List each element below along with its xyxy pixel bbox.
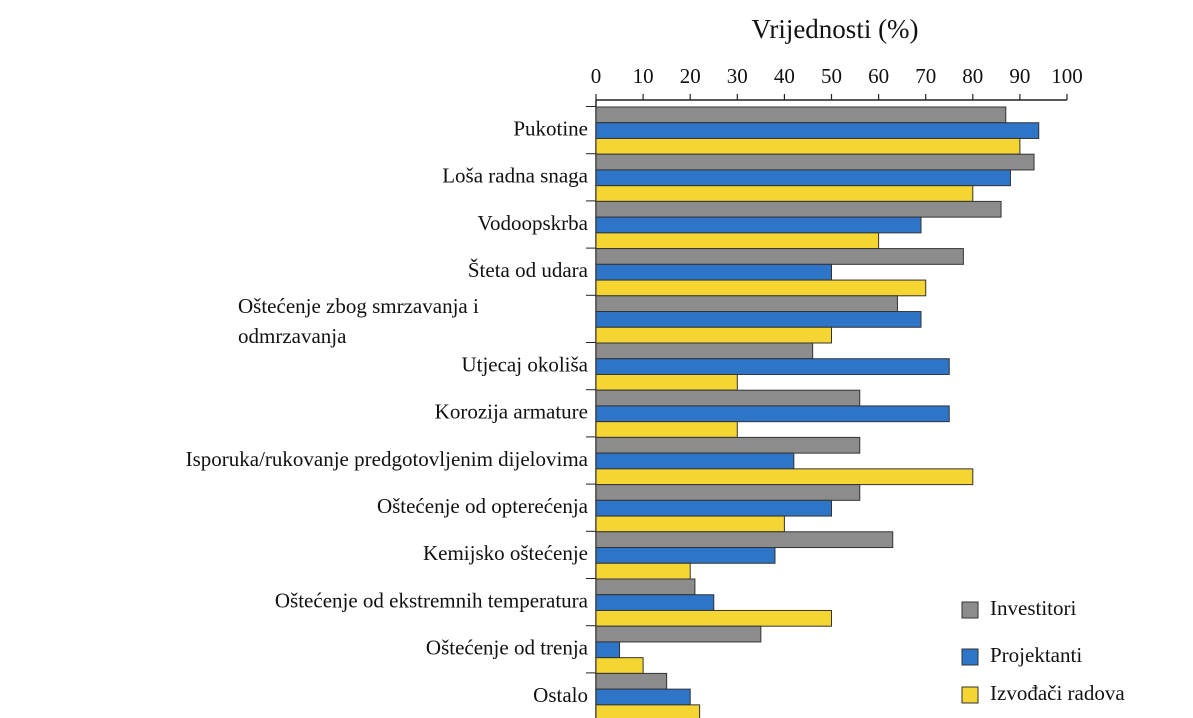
y-tick-label: Šteta od udara [468,258,589,282]
bar [595,389,861,407]
x-tick-label: 0 [591,64,602,88]
bar [595,421,738,438]
bar [595,169,1011,187]
bar [595,657,644,674]
x-tick-label: 70 [915,64,936,88]
bar [595,137,1021,155]
bar [595,547,776,564]
y-tick-label: Isporuka/rukovanje predgotovljenim dijel… [186,447,589,471]
bar [595,531,894,549]
bar [595,499,832,517]
legend-swatch [961,686,979,704]
x-tick-label: 40 [774,64,795,88]
bar [595,279,927,297]
bar [595,248,964,265]
bar [595,436,861,454]
bar [595,358,950,375]
bar [595,200,1002,218]
x-tick-label: 80 [962,64,983,88]
y-tick-label: Oštećenje od trenja [426,636,589,660]
legend-label: Projektanti [990,643,1082,667]
bar [595,609,832,627]
bar [595,515,785,533]
bar [595,185,974,202]
bar [595,704,701,718]
bar [595,688,691,706]
y-tick-label: Vodoopskrba [478,211,589,235]
bar [595,342,814,360]
bar [595,594,715,611]
bar [595,484,861,501]
chart-title: Vrijednosti (%) [751,14,918,44]
bar [595,562,691,580]
x-tick-label: 10 [633,64,654,88]
bar [595,153,1035,171]
legend-swatch [961,648,979,666]
bar [595,295,898,313]
y-tick-label: Ostalo [533,683,588,707]
bar [595,578,696,596]
y-tick-label-box: Oštećenje zbog smrzavanja i odmrzavanja [238,294,479,349]
bar [595,216,922,234]
bar [595,625,762,643]
x-tick-label: 60 [868,64,889,88]
bar [595,232,880,250]
bar [595,106,1007,124]
y-tick-label: Utjecaj okoliša [461,352,588,376]
bar [595,326,832,344]
x-tick-label: 30 [727,64,748,88]
y-tick-label: Oštećenje zbog smrzavanja i odmrzavanja [238,294,479,349]
y-tick-label: Loša radna snaga [442,164,588,188]
legend-label: Investitori [990,596,1076,620]
bar [595,311,922,328]
x-tick-label: 90 [1009,64,1030,88]
x-tick-label: 50 [821,64,842,88]
bar [595,672,668,690]
bar [595,405,950,423]
x-tick-label: 20 [680,64,701,88]
y-tick-label: Korozija armature [435,400,588,424]
legend-label: Izvođači radova [990,681,1125,705]
bar [595,263,832,281]
bar [595,641,621,659]
y-tick-label: Kemijsko oštećenje [423,541,588,565]
x-tick-label: 100 [1051,64,1083,88]
bar [595,373,738,391]
legend-swatch [961,601,979,619]
y-tick-label: Pukotine [513,116,588,140]
bar [595,452,795,470]
bar [595,122,1040,139]
y-tick-label: Oštećenje od opterećenja [377,494,589,518]
bar [595,468,974,486]
y-tick-label: Oštećenje od ekstremnih temperatura [275,588,589,612]
